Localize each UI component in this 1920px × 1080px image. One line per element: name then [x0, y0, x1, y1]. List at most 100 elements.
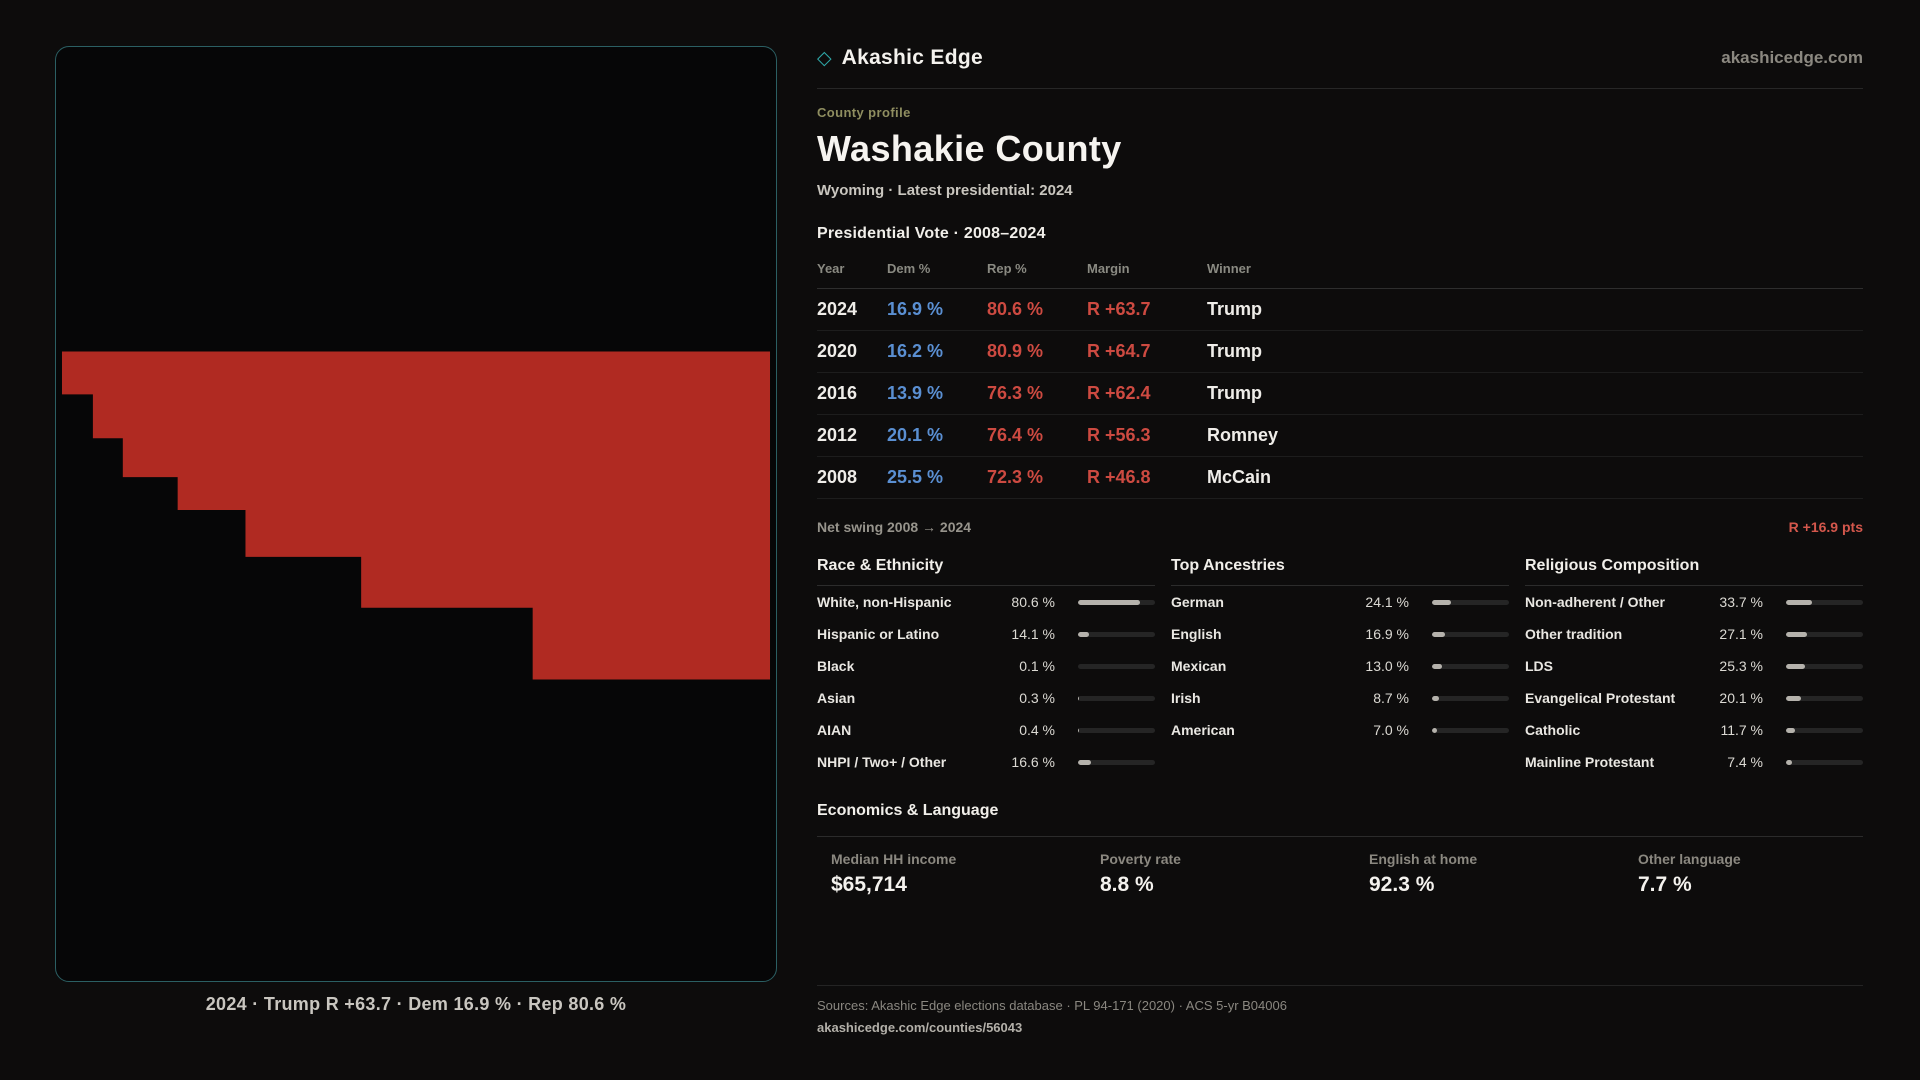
- page-title: Washakie County: [817, 128, 1122, 169]
- demo-value: 20.1 %: [1719, 690, 1763, 706]
- list-item: American 7.0 %: [1171, 714, 1509, 746]
- kicker: County profile: [817, 105, 911, 120]
- section-title: Religious Composition: [1525, 557, 1863, 586]
- cell-winner: Trump: [1207, 341, 1263, 361]
- demo-bar: [1432, 599, 1509, 605]
- demo-bar: [1078, 631, 1155, 637]
- demo-bar: [1078, 695, 1155, 701]
- list-item: LDS 25.3 %: [1525, 650, 1863, 682]
- demo-bar: [1786, 599, 1863, 605]
- demo-value: 0.1 %: [1019, 658, 1055, 674]
- col-rep: Rep %: [987, 261, 1027, 276]
- demo-value: 16.6 %: [1011, 754, 1055, 770]
- stat-poverty-rate: Poverty rate 8.8 %: [1086, 837, 1355, 897]
- cell-dem: 16.2 %: [887, 341, 944, 361]
- cell-year: 2012: [817, 425, 858, 445]
- demo-value: 33.7 %: [1719, 594, 1763, 610]
- stat-label: Poverty rate: [1100, 851, 1181, 867]
- col-margin: Margin: [1087, 261, 1130, 276]
- list-item: Mexican 13.0 %: [1171, 650, 1509, 682]
- cell-rep: 72.3 %: [987, 467, 1044, 487]
- demo-bar: [1432, 631, 1509, 637]
- list-item: White, non-Hispanic 80.6 %: [817, 586, 1155, 618]
- demo-label: Evangelical Protestant: [1525, 690, 1676, 706]
- cell-year: 2020: [817, 341, 858, 361]
- county-shape: [61, 351, 771, 680]
- demo-bar: [1786, 631, 1863, 637]
- demo-label: Non-adherent / Other: [1525, 594, 1666, 610]
- map-caption: 2024 · Trump R +63.7 · Dem 16.9 % · Rep …: [205, 994, 627, 1014]
- stat-value: $65,714: [831, 873, 907, 896]
- table-row: 2024 16.9 % 80.6 % R +63.7 Trump: [817, 289, 1863, 331]
- permalink[interactable]: akashicedge.com/counties/56043: [817, 1020, 1023, 1035]
- demo-bar: [1078, 663, 1155, 669]
- cell-rep: 80.6 %: [987, 299, 1044, 319]
- cell-margin: R +64.7: [1087, 341, 1151, 361]
- list-item: NHPI / Two+ / Other 16.6 %: [817, 746, 1155, 778]
- demo-label: Asian: [817, 690, 856, 706]
- list-item: Irish 8.7 %: [1171, 682, 1509, 714]
- list-item: Hispanic or Latino 14.1 %: [817, 618, 1155, 650]
- county-map-panel: [55, 46, 777, 982]
- diamond-icon: ◇: [817, 47, 832, 69]
- demo-bar: [1786, 695, 1863, 701]
- table-row: 2008 25.5 % 72.3 % R +46.8 McCain: [817, 457, 1863, 499]
- cell-dem: 16.9 %: [887, 299, 944, 319]
- cell-margin: R +63.7: [1087, 299, 1151, 319]
- demo-label: Irish: [1171, 690, 1201, 706]
- col-winner: Winner: [1207, 261, 1251, 276]
- demo-value: 16.9 %: [1365, 626, 1409, 642]
- cell-rep: 76.3 %: [987, 383, 1044, 403]
- vote-table-title: Presidential Vote · 2008–2024: [817, 225, 1046, 242]
- stat-value: 92.3 %: [1369, 873, 1435, 896]
- stat-value: 8.8 %: [1100, 873, 1154, 896]
- list-item: Mainline Protestant 7.4 %: [1525, 746, 1863, 778]
- stat-english-at-home: English at home 92.3 %: [1355, 837, 1624, 897]
- brand: ◇ Akashic Edge: [817, 46, 983, 70]
- demo-bar: [1078, 599, 1155, 605]
- list-item: Evangelical Protestant 20.1 %: [1525, 682, 1863, 714]
- table-row: 2020 16.2 % 80.9 % R +64.7 Trump: [817, 331, 1863, 373]
- demo-value: 13.0 %: [1365, 658, 1409, 674]
- table-row: 2012 20.1 % 76.4 % R +56.3 Romney: [817, 415, 1863, 457]
- stat-value: 7.7 %: [1638, 873, 1692, 896]
- demo-value: 14.1 %: [1011, 626, 1055, 642]
- stat-label: Median HH income: [831, 851, 957, 867]
- header: ◇ Akashic Edge akashicedge.com: [817, 46, 1863, 89]
- list-item: Other tradition 27.1 %: [1525, 618, 1863, 650]
- cell-dem: 20.1 %: [887, 425, 944, 445]
- net-swing: Net swing 2008 → 2024 R +16.9 pts: [817, 519, 1863, 535]
- cell-year: 2024: [817, 299, 858, 319]
- list-item: German 24.1 %: [1171, 586, 1509, 618]
- col-year: Year: [817, 261, 845, 276]
- demo-label: Hispanic or Latino: [817, 626, 940, 642]
- economics-stats: Median HH income $65,714 Poverty rate 8.…: [817, 836, 1863, 897]
- cell-winner: Trump: [1207, 383, 1263, 403]
- cell-rep: 80.9 %: [987, 341, 1044, 361]
- table-row: 2016 13.9 % 76.3 % R +62.4 Trump: [817, 373, 1863, 415]
- stat-label: English at home: [1369, 851, 1478, 867]
- demo-bar: [1432, 663, 1509, 669]
- demo-label: LDS: [1525, 658, 1553, 674]
- demo-value: 25.3 %: [1719, 658, 1763, 674]
- demographics-columns: Race & Ethnicity White, non-Hispanic 80.…: [817, 557, 1863, 778]
- net-swing-value: R +16.9 pts: [1788, 519, 1863, 535]
- col-dem: Dem %: [887, 261, 931, 276]
- demo-label: Mainline Protestant: [1525, 754, 1655, 770]
- demo-value: 0.4 %: [1019, 722, 1055, 738]
- stat-label: Other language: [1638, 851, 1741, 867]
- list-item: Catholic 11.7 %: [1525, 714, 1863, 746]
- demo-label: Mexican: [1171, 658, 1227, 674]
- demo-value: 8.7 %: [1373, 690, 1409, 706]
- demo-bar: [1078, 727, 1155, 733]
- demo-value: 0.3 %: [1019, 690, 1055, 706]
- cell-year: 2008: [817, 467, 858, 487]
- cell-winner: Romney: [1207, 425, 1279, 445]
- demo-bar: [1786, 759, 1863, 765]
- demo-bar: [1432, 695, 1509, 701]
- cell-margin: R +56.3: [1087, 425, 1151, 445]
- demo-value: 7.0 %: [1373, 722, 1409, 738]
- footer: Sources: Akashic Edge elections database…: [817, 985, 1863, 1035]
- religion-column: Religious Composition Non-adherent / Oth…: [1525, 557, 1863, 778]
